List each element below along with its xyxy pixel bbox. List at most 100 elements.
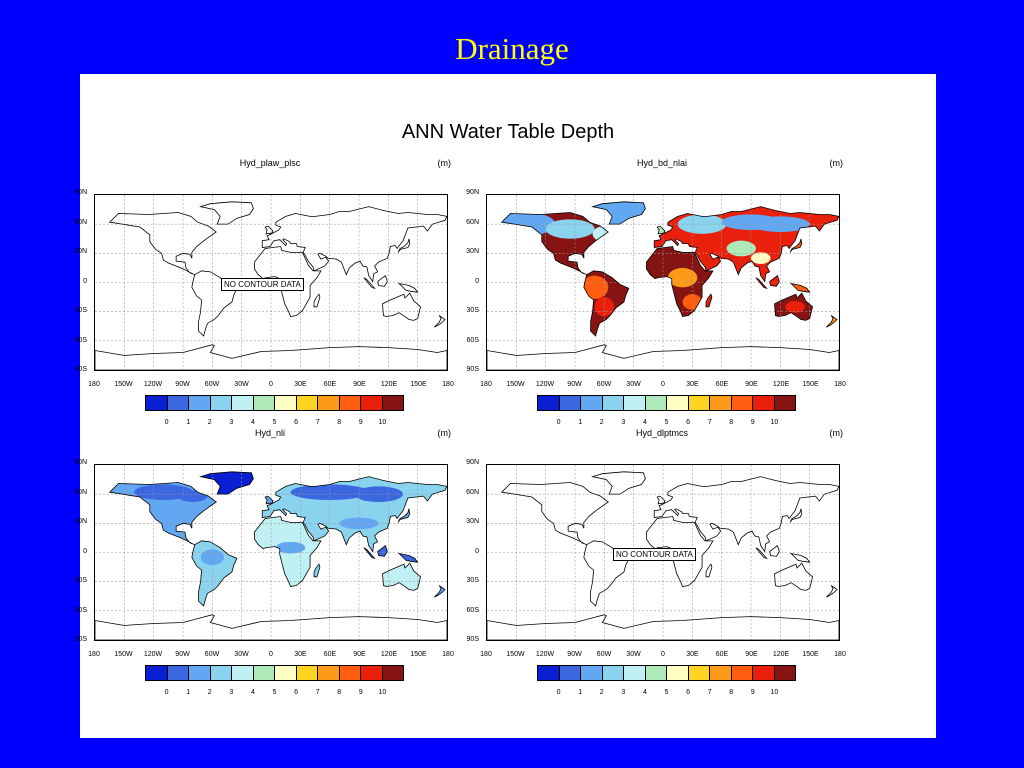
colorbar-label: 4 bbox=[250, 419, 255, 426]
colorbar-swatch bbox=[688, 666, 710, 680]
lon-label: 90E bbox=[745, 651, 758, 658]
colorbar-swatch bbox=[753, 396, 775, 410]
lat-label: 60S bbox=[466, 336, 479, 344]
colorbar-swatch bbox=[189, 396, 211, 410]
colorbar-label: 6 bbox=[294, 419, 299, 426]
colorbar-label: 8 bbox=[337, 689, 342, 696]
colorbar-swatch bbox=[645, 666, 667, 680]
colorbar-swatch bbox=[232, 396, 254, 410]
lon-label: 90E bbox=[353, 381, 366, 388]
lon-label: 60E bbox=[323, 651, 337, 658]
coastline-australia bbox=[382, 292, 421, 321]
colorbar-label: 1 bbox=[578, 419, 583, 426]
coastline-greenland bbox=[591, 471, 646, 495]
lon-label: 180 bbox=[88, 381, 100, 388]
lat-label: 90N bbox=[74, 189, 87, 196]
coastline-australia bbox=[774, 292, 813, 321]
lon-label: 150E bbox=[410, 381, 427, 388]
coastline-madagascar bbox=[705, 293, 713, 308]
lon-label: 180 bbox=[834, 381, 846, 388]
coastline-nz bbox=[825, 315, 838, 328]
map-panel-hyd-dlptmcs: Hyd_dlptmcs (m) 90N 60N 30N 0 30S 60S 90S 180 150W… bbox=[457, 428, 857, 696]
colorbar-swatch bbox=[581, 666, 603, 680]
colorbar-swatch bbox=[339, 666, 361, 680]
colorbar-swatch bbox=[210, 396, 232, 410]
lat-label: 60N bbox=[466, 488, 479, 496]
world-map bbox=[95, 465, 447, 640]
colorbar-label: 10 bbox=[378, 689, 387, 696]
contour-region bbox=[580, 275, 609, 300]
lon-label: 0 bbox=[661, 651, 665, 658]
panel-title: Hyd_nli bbox=[254, 428, 285, 438]
coastline-japan bbox=[397, 238, 411, 253]
panel-unit: (m) bbox=[437, 428, 452, 438]
lon-label: 30E bbox=[686, 381, 699, 388]
lon-label: 30W bbox=[234, 651, 249, 658]
lon-label: 150W bbox=[506, 381, 525, 388]
colorbar-swatch bbox=[167, 666, 189, 680]
contour-region bbox=[290, 484, 369, 500]
coastline-borneo bbox=[769, 275, 780, 287]
colorbar-swatch bbox=[382, 396, 403, 410]
colorbar-label: 6 bbox=[294, 689, 299, 696]
map-area bbox=[94, 464, 448, 641]
coastline-borneo bbox=[377, 545, 388, 557]
colorbar-swatch bbox=[318, 666, 340, 680]
panel-title: Hyd_plaw_plsc bbox=[239, 158, 301, 168]
coastline-newguinea bbox=[789, 282, 811, 293]
lat-label: 30S bbox=[74, 307, 87, 314]
colorbar-swatch bbox=[731, 666, 753, 680]
lat-label: 90N bbox=[466, 189, 479, 196]
colorbar-swatch bbox=[210, 666, 232, 680]
lon-label: 120E bbox=[772, 651, 790, 658]
colorbar-label: 1 bbox=[186, 689, 191, 696]
lon-label: 90W bbox=[567, 381, 582, 388]
colorbar-label: 9 bbox=[358, 419, 363, 426]
lon-label: 180 bbox=[834, 651, 846, 658]
contour-region bbox=[178, 490, 208, 502]
lon-label: 120W bbox=[535, 381, 555, 388]
lat-label: 30S bbox=[74, 577, 87, 584]
coastline-samerica bbox=[583, 270, 630, 337]
coastline-africa bbox=[253, 516, 322, 587]
coastline-antarctica bbox=[487, 614, 839, 640]
lon-label: 0 bbox=[661, 381, 665, 388]
coastline-namerica bbox=[108, 212, 217, 276]
coastline-samerica bbox=[191, 540, 238, 607]
lat-label: 90S bbox=[74, 636, 87, 643]
panel-title: Hyd_bd_nlai bbox=[636, 158, 688, 168]
contour-region bbox=[751, 252, 771, 265]
coastline-borneo bbox=[769, 545, 780, 557]
lon-label: 120W bbox=[535, 651, 555, 658]
lat-label: 90S bbox=[466, 366, 479, 373]
lon-label: 30E bbox=[686, 651, 699, 658]
colorbar-label: 0 bbox=[556, 419, 561, 426]
colorbar-label: 3 bbox=[229, 419, 234, 426]
lon-label: 90W bbox=[175, 381, 190, 388]
lat-label: 30N bbox=[74, 518, 87, 525]
colorbar-label: 10 bbox=[770, 419, 779, 426]
colorbar-label: 0 bbox=[556, 689, 561, 696]
coastline-madagascar bbox=[705, 563, 713, 578]
lon-label: 150E bbox=[802, 651, 819, 658]
lon-label: 90E bbox=[745, 381, 758, 388]
colorbar-swatch bbox=[361, 396, 383, 410]
land-fill-madagascar bbox=[314, 564, 320, 577]
coastline-sumatra bbox=[363, 277, 376, 290]
lon-label: 150W bbox=[114, 651, 133, 658]
colorbar-label: 7 bbox=[315, 689, 320, 696]
colorbar-label: 9 bbox=[750, 689, 755, 696]
coastline-newguinea bbox=[397, 282, 419, 293]
colorbar-label: 4 bbox=[642, 689, 647, 696]
colorbar-swatch bbox=[667, 666, 689, 680]
land-fill-borneo bbox=[769, 275, 780, 287]
contour-region bbox=[501, 212, 556, 236]
colorbar-swatch bbox=[667, 396, 689, 410]
lat-label: 30N bbox=[466, 518, 479, 525]
colorbar-label: 9 bbox=[750, 419, 755, 426]
colorbar-swatch bbox=[538, 396, 560, 410]
contour-region bbox=[726, 240, 756, 257]
colorbar-label: 0 bbox=[164, 689, 169, 696]
lon-label: 30E bbox=[294, 381, 307, 388]
coastline-greenland bbox=[199, 471, 254, 495]
